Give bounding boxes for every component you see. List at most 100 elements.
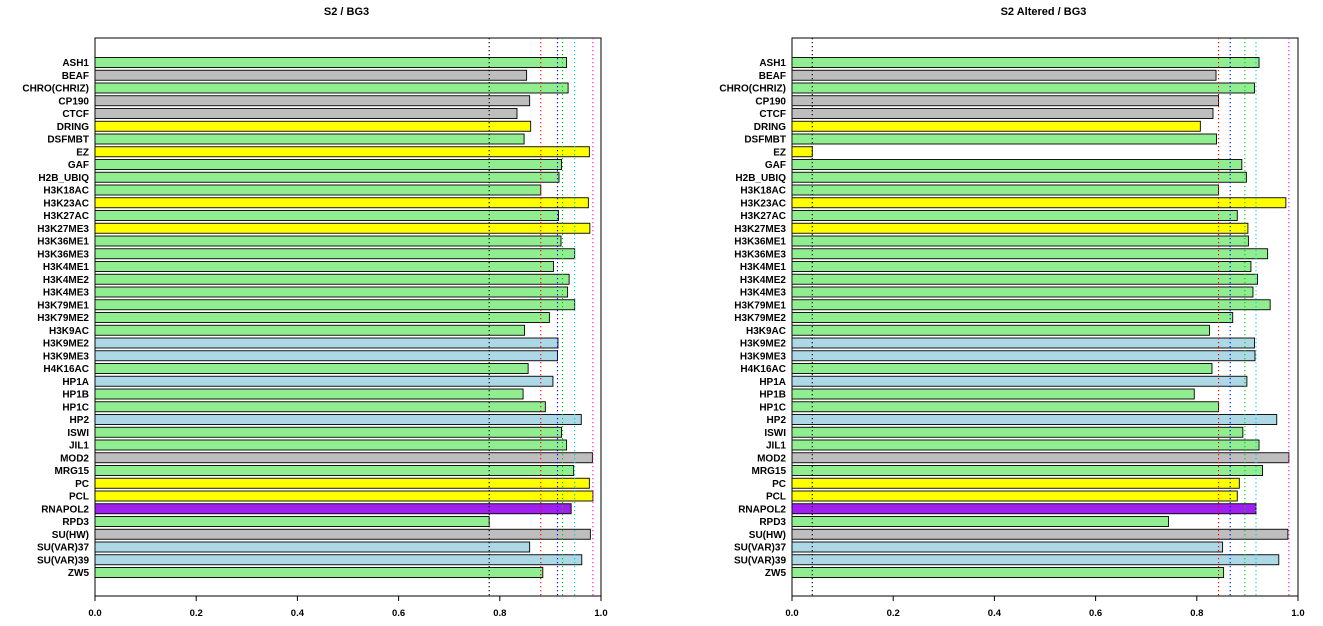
bar-mod2 xyxy=(94,452,593,464)
bar-su-hw xyxy=(94,528,591,540)
x-tick-label: 0.0 xyxy=(88,608,101,619)
bar-ez xyxy=(791,146,813,158)
bar-hp2 xyxy=(791,414,1278,425)
bar-su-hw xyxy=(791,528,1289,540)
bar-h3k79me1 xyxy=(791,299,1271,311)
category-label: PC xyxy=(75,479,89,490)
category-label: H3K27ME3 xyxy=(734,224,786,235)
category-label: SU(HW) xyxy=(52,530,89,541)
x-tick-label: 0.6 xyxy=(392,608,405,619)
bar-rpd3 xyxy=(94,516,490,527)
category-label: PCL xyxy=(766,492,786,503)
bar-chro-chriz xyxy=(94,82,569,94)
category-label: HP1B xyxy=(759,390,786,401)
bar-beaf xyxy=(791,69,1217,81)
category-label: RPD3 xyxy=(759,517,786,528)
x-tick-label: 0.6 xyxy=(1089,608,1102,619)
bar-h3k36me3 xyxy=(791,248,1269,260)
bar-mod2 xyxy=(791,452,1290,464)
category-label: HP1C xyxy=(62,402,89,413)
x-tick-label: 0.2 xyxy=(887,608,900,619)
category-label: HP1A xyxy=(759,377,786,388)
bar-su-var-39 xyxy=(791,554,1280,566)
bar-su-var-37 xyxy=(791,541,1224,553)
bar-ash1 xyxy=(791,57,1260,68)
category-label: H3K4ME3 xyxy=(740,288,787,299)
category-label: H3K9ME3 xyxy=(43,351,90,362)
category-label: DSFMBT xyxy=(47,135,89,146)
bar-h3k9ac xyxy=(94,324,526,336)
bar-h3k4me2 xyxy=(791,273,1258,285)
category-label: MOD2 xyxy=(757,453,786,464)
bar-mrg15 xyxy=(94,465,575,476)
category-label: ISWI xyxy=(67,428,89,439)
x-tick-label: 0.8 xyxy=(493,608,506,619)
bar-iswi xyxy=(94,426,562,438)
x-tick-label: 0.4 xyxy=(291,608,305,619)
bar-beaf xyxy=(94,69,528,81)
bar-h3k18ac xyxy=(791,184,1220,196)
bar-zw5 xyxy=(791,567,1225,578)
category-label: HP2 xyxy=(70,415,90,426)
bar-dsfmbt xyxy=(791,133,1217,145)
bar-pc xyxy=(94,477,590,489)
category-label: HP1C xyxy=(759,402,786,413)
category-label: MOD2 xyxy=(60,453,89,464)
category-label: H3K79ME2 xyxy=(37,313,89,324)
category-label: MRG15 xyxy=(55,466,90,477)
bar-h3k9ac xyxy=(791,324,1210,336)
bar-h3k9me2 xyxy=(791,337,1255,349)
category-label: GAF xyxy=(765,160,786,171)
bar-h2b-ubiq xyxy=(94,171,560,183)
category-label: H3K79ME1 xyxy=(37,300,89,311)
bar-rpd3 xyxy=(791,516,1169,527)
bar-h3k18ac xyxy=(94,184,542,196)
category-label: SU(VAR)37 xyxy=(734,543,786,554)
category-label: H3K9ME3 xyxy=(740,351,787,362)
category-label: H3K9ME2 xyxy=(43,339,90,350)
category-label: H3K79ME2 xyxy=(734,313,786,324)
category-label: SU(VAR)39 xyxy=(37,555,89,566)
category-label: H3K36ME1 xyxy=(734,237,786,248)
category-label: CHRO(CHRIZ) xyxy=(22,84,89,95)
bar-h4k16ac xyxy=(94,363,529,374)
category-label: ZW5 xyxy=(765,568,787,579)
bar-ez xyxy=(94,146,590,158)
bar-mrg15 xyxy=(791,465,1264,476)
category-label: HP1B xyxy=(62,390,89,401)
bar-hp1c xyxy=(791,401,1220,413)
category-label: H3K79ME1 xyxy=(734,300,786,311)
category-label: CTCF xyxy=(759,109,786,120)
category-label: H3K23AC xyxy=(43,198,89,209)
bar-hp1a xyxy=(791,375,1248,387)
bar-rnapol2 xyxy=(791,503,1257,515)
bar-cp190 xyxy=(94,95,531,107)
bar-h3k4me1 xyxy=(94,261,554,272)
category-label: H3K27ME3 xyxy=(37,224,89,235)
category-label: RPD3 xyxy=(62,517,89,528)
category-label: H3K18AC xyxy=(43,186,89,197)
category-label: GAF xyxy=(68,160,89,171)
category-label: ISWI xyxy=(764,428,786,439)
bar-dring xyxy=(94,120,532,132)
bar-h2b-ubiq xyxy=(791,171,1247,183)
bar-chro-chriz xyxy=(791,82,1255,94)
category-label: H3K18AC xyxy=(740,186,786,197)
category-label: RNAPOL2 xyxy=(41,504,89,515)
bar-su-var-37 xyxy=(94,541,531,553)
bar-h3k9me3 xyxy=(791,350,1256,362)
category-label: H3K4ME1 xyxy=(43,262,90,273)
bar-gaf xyxy=(791,159,1243,170)
x-tick-label: 0.8 xyxy=(1190,608,1203,619)
category-label: H2B_UBIQ xyxy=(38,173,89,184)
category-label: H3K4ME3 xyxy=(43,288,90,299)
bar-dring xyxy=(791,120,1201,132)
x-tick-label: 1.0 xyxy=(1291,608,1304,619)
bar-h3k27me3 xyxy=(94,222,591,234)
category-label: H3K4ME2 xyxy=(740,275,787,286)
category-label: H4K16AC xyxy=(43,364,89,375)
bar-h3k4me3 xyxy=(94,286,569,298)
bar-h3k4me3 xyxy=(791,286,1254,298)
category-label: PC xyxy=(772,479,786,490)
bar-pcl xyxy=(94,490,594,502)
